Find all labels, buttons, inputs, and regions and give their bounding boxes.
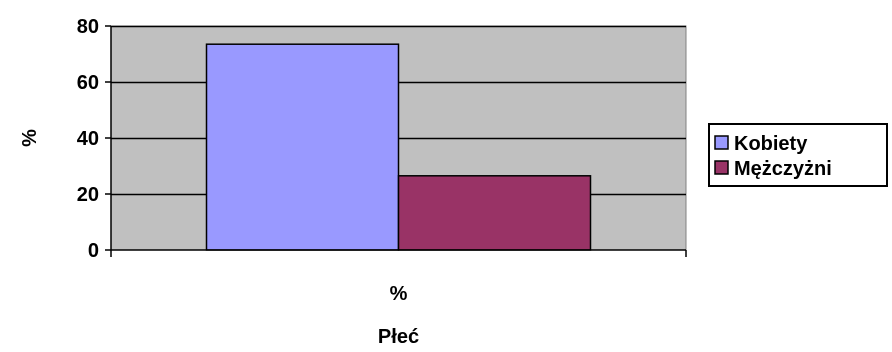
- legend: Kobiety Mężczyżni: [708, 123, 888, 187]
- y-tick-label: 40: [77, 128, 99, 150]
- x-tick-label: %: [390, 283, 408, 305]
- x-axis-ticks: [110, 250, 687, 257]
- legend-label-kobiety: Kobiety: [734, 133, 808, 155]
- y-axis-ticks: 0 20 40 60 80: [77, 16, 111, 262]
- legend-swatch-kobiety: [714, 135, 729, 150]
- y-axis-title: %: [19, 129, 41, 147]
- x-axis-title: Płeć: [378, 326, 419, 348]
- y-tick-label: 0: [88, 240, 99, 262]
- y-tick-label: 60: [77, 72, 99, 94]
- bar-mezczyzni: [397, 175, 592, 251]
- legend-box: [708, 123, 888, 187]
- y-tick-label: 80: [77, 16, 99, 38]
- legend-swatch-mezczyzni: [714, 160, 729, 175]
- legend-label-mezczyzni: Mężczyżni: [734, 158, 832, 180]
- y-tick-label: 20: [77, 184, 99, 206]
- bar-kobiety: [205, 43, 400, 251]
